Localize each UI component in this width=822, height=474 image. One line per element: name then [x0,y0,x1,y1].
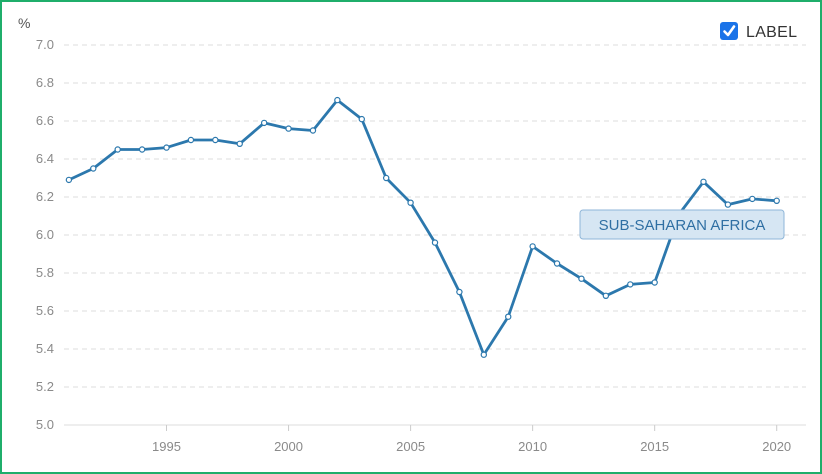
data-point[interactable] [138,146,146,153]
data-point[interactable] [480,351,488,358]
y-tick-label: 6.2 [36,189,54,204]
checkmark-icon [723,25,736,37]
data-point[interactable] [749,195,756,203]
x-tick-label: 1995 [152,439,181,454]
y-tick-label: 5.8 [36,265,54,280]
data-point[interactable] [358,115,365,123]
data-point[interactable] [236,140,243,147]
y-tick-label: 5.0 [36,417,54,432]
y-tick-label: 6.6 [36,113,54,128]
x-tick-label: 2015 [640,439,669,454]
data-point[interactable] [334,96,341,104]
data-point[interactable] [651,279,658,286]
data-point[interactable] [553,260,561,267]
data-point[interactable] [627,281,634,288]
y-tick-label: 6.4 [36,151,54,166]
data-point[interactable] [382,174,390,182]
x-tick-label: 2010 [518,439,547,454]
data-point[interactable] [90,165,97,172]
data-point[interactable] [529,243,536,250]
data-point[interactable] [700,178,707,185]
data-point[interactable] [65,176,73,184]
x-axis-tick-labels: 1995 2000 2005 2010 2015 2020 [152,425,791,454]
data-point[interactable] [187,136,195,144]
series-line [67,98,779,357]
data-point[interactable] [602,292,610,299]
y-axis-tick-labels: 7.0 6.8 6.6 6.4 6.2 6.0 5.8 5.6 5.4 5.2 5.0 [36,37,54,432]
data-point[interactable] [114,146,121,153]
series-label: SUB-SAHARAN AFRICA [579,209,785,240]
data-point[interactable] [309,127,317,134]
x-tick-label: 2000 [274,439,303,454]
y-tick-label: 5.6 [36,303,54,318]
x-tick-label: 2020 [762,439,791,454]
data-point[interactable] [260,119,268,127]
data-point[interactable] [724,201,732,208]
legend-checkbox[interactable] [720,22,738,40]
data-point[interactable] [163,144,170,151]
data-point[interactable] [285,125,292,132]
data-point[interactable] [407,199,414,206]
y-tick-label: 5.2 [36,379,54,394]
data-point[interactable] [212,136,219,144]
legend-label-toggle[interactable]: LABEL [720,22,797,41]
legend-label-text: LABEL [746,24,797,41]
y-tick-label: 7.0 [36,37,54,52]
data-point[interactable] [505,313,512,320]
y-axis-unit-label: % [18,15,30,31]
y-tick-label: 6.8 [36,75,54,90]
data-point[interactable] [578,275,585,282]
series-sub-saharan-africa [65,96,780,358]
y-tick-label: 5.4 [36,341,54,356]
series-label-box [579,209,785,240]
series-label-text: SUB-SAHARAN AFRICA [599,217,766,234]
data-point[interactable] [431,239,439,246]
x-tick-label: 2005 [396,439,425,454]
y-tick-label: 6.0 [36,227,54,242]
data-point[interactable] [773,197,780,204]
gridlines [64,44,806,426]
data-point[interactable] [456,288,463,296]
